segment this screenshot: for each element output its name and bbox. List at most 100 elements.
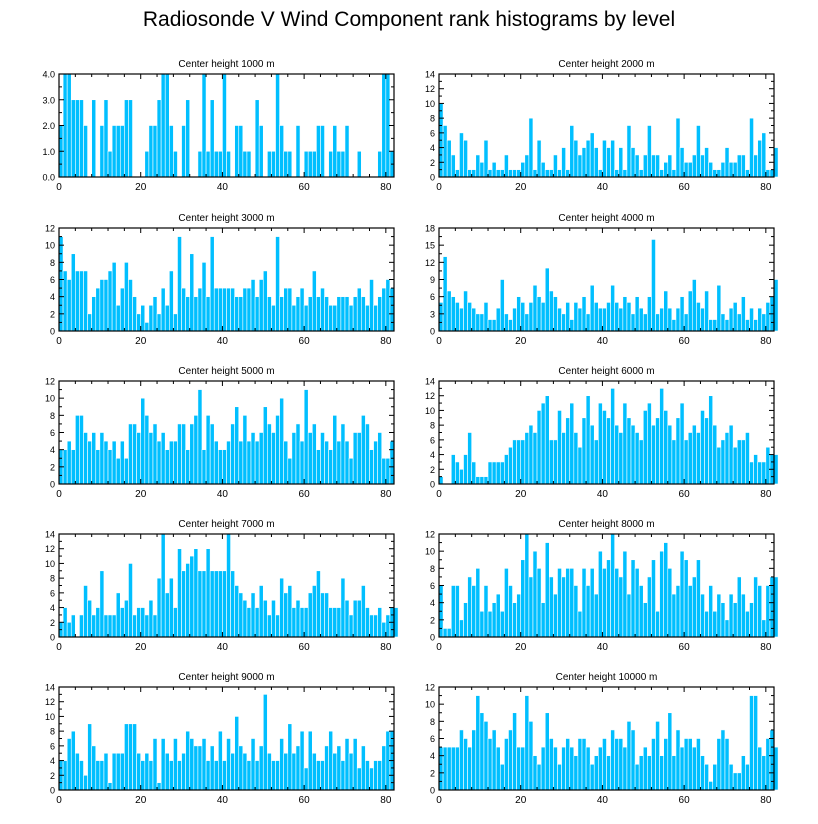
histogram-bar <box>193 296 199 332</box>
histogram-bar <box>332 415 338 485</box>
histogram-bar <box>324 440 329 485</box>
y-tick-label: 12 <box>45 697 55 707</box>
histogram-bar <box>749 307 754 332</box>
histogram-bar <box>311 150 317 178</box>
histogram-bar <box>675 307 681 332</box>
histogram-bar <box>471 307 477 332</box>
histogram-bar <box>201 262 207 332</box>
histogram-bar <box>438 302 444 332</box>
y-tick-label: 8 <box>50 574 55 584</box>
histogram-bar <box>638 585 644 638</box>
histogram-bar <box>169 125 174 178</box>
histogram-bar <box>128 279 133 332</box>
histogram-bar <box>720 729 726 791</box>
histogram-bar <box>267 296 272 332</box>
histogram-bar <box>173 440 178 485</box>
histogram-bar <box>659 550 664 638</box>
y-tick-label: 0 <box>430 173 435 183</box>
y-tick-label: 0 <box>50 327 55 337</box>
histogram-bar <box>544 712 550 791</box>
histogram-bar <box>111 752 117 791</box>
histogram-bar <box>352 296 358 332</box>
histogram-bar <box>242 599 248 638</box>
histogram-bar <box>136 432 142 485</box>
y-tick-label: 0 <box>50 633 55 643</box>
histogram-bar <box>230 570 235 638</box>
histogram-bar <box>736 772 742 791</box>
histogram-bar <box>499 610 505 638</box>
histogram-bar <box>83 270 88 332</box>
histogram-bar <box>230 287 235 332</box>
histogram-bar <box>581 147 587 178</box>
histogram-bar <box>83 774 88 791</box>
histogram-bar <box>177 760 182 791</box>
histogram-bar <box>169 760 174 791</box>
histogram-bar <box>491 461 497 485</box>
histogram-bar <box>124 262 129 332</box>
histogram-bar <box>667 307 673 332</box>
x-tick-label: 60 <box>679 182 691 193</box>
histogram-bar <box>614 738 620 791</box>
histogram-bar <box>512 307 517 332</box>
y-tick-label: 6 <box>50 428 55 438</box>
histogram-bar <box>495 307 501 332</box>
histogram-bar <box>344 738 350 791</box>
histogram-bar <box>185 99 191 178</box>
histogram-bar <box>769 169 775 178</box>
histogram-bar <box>377 607 383 638</box>
histogram-panel: Center height 9000 m 0 20 40 60 80 0 2 4 6 8 10 12 14 <box>45 672 395 806</box>
histogram-bar <box>712 169 718 178</box>
histogram-bar <box>573 302 579 332</box>
histogram-bar <box>316 296 321 332</box>
histogram-bar <box>630 313 636 332</box>
histogram-panel: Center height 3000 m 0 20 40 60 80 0 2 4 6 8 10 12 <box>45 213 395 347</box>
histogram-bar <box>655 721 660 791</box>
histogram-bar <box>704 610 709 638</box>
histogram-bar <box>197 150 203 178</box>
histogram-bar <box>647 402 652 485</box>
histogram-bar <box>344 125 350 178</box>
histogram-bar <box>316 449 321 485</box>
histogram-bar <box>107 270 113 332</box>
y-tick-label: 6 <box>430 581 435 591</box>
histogram-bar <box>450 585 456 638</box>
histogram-bar <box>246 440 252 485</box>
histogram-bar <box>164 752 170 791</box>
histogram-bar <box>622 550 628 638</box>
y-tick-label: 2 <box>430 158 435 168</box>
histogram-bar <box>463 738 468 791</box>
histogram-bar <box>369 614 374 638</box>
histogram-bar <box>291 752 297 791</box>
histogram-bar <box>732 602 738 638</box>
histogram-bar <box>516 593 522 638</box>
histogram-bar <box>287 287 293 332</box>
histogram-bar <box>761 619 767 638</box>
histogram-bar <box>553 746 558 791</box>
histogram-bar <box>299 730 305 791</box>
histogram-bar <box>708 395 714 485</box>
x-tick-label: 40 <box>217 336 229 347</box>
histogram-bar <box>156 99 162 178</box>
histogram-bar <box>91 614 97 638</box>
histogram-bar <box>140 760 146 791</box>
histogram-bar <box>753 319 758 332</box>
x-tick-label: 80 <box>760 336 772 347</box>
histogram-bar <box>602 738 607 791</box>
histogram-bar <box>589 132 595 178</box>
y-tick-label: 9 <box>430 275 435 285</box>
y-tick-label: 0.0 <box>42 173 55 183</box>
histogram-bar <box>356 767 362 791</box>
histogram-bar <box>152 296 158 332</box>
histogram-bar <box>205 296 211 332</box>
histogram-bar <box>638 169 644 178</box>
histogram-bar <box>651 738 656 791</box>
histogram-bar <box>262 270 268 332</box>
histogram-bar <box>279 738 284 791</box>
histogram-bar <box>585 139 591 178</box>
histogram-bar <box>573 585 579 638</box>
histogram-bar <box>765 585 771 638</box>
histogram-bar <box>540 746 546 791</box>
histogram-bar <box>757 585 763 638</box>
histogram-bar <box>287 457 293 485</box>
histogram-bar <box>691 154 697 178</box>
